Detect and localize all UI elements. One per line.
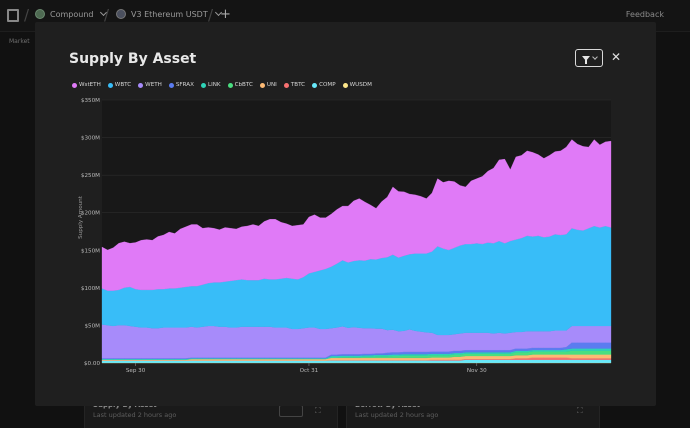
filter-button[interactable]	[575, 49, 603, 67]
legend-label: WUSDM	[349, 82, 372, 88]
legend-item-wusdm[interactable]: WUSDM	[342, 82, 372, 88]
market-selector[interactable]: V3 Ethereum USDT	[116, 8, 222, 19]
chart-modal: Supply By Asset ✕ WstETH WBTC WETH SFRAX LIN…	[35, 22, 656, 406]
legend-label: WstETH	[79, 82, 101, 88]
market-tab[interactable]: Market	[9, 38, 30, 45]
stacked-area-chart: $0.00 $50M $100M $150M $200M $250M $300M $350M S…	[78, 98, 612, 374]
legend-item-uni[interactable]: UNI	[259, 82, 277, 88]
legend-label: UNI	[266, 82, 277, 88]
modal-title: Supply By Asset	[69, 51, 197, 67]
breadcrumb-separator: /	[208, 6, 214, 24]
legend-label: WBTC	[114, 82, 132, 88]
breadcrumb-separator: /	[24, 6, 30, 24]
breadcrumb-separator: /	[104, 6, 110, 24]
legend-swatch-icon	[107, 82, 113, 88]
y-tick-label: $100M	[81, 286, 100, 292]
app-logo-icon[interactable]	[7, 9, 19, 22]
y-tick-label: $150M	[81, 248, 100, 254]
legend-item-weth[interactable]: WETH	[138, 82, 162, 88]
legend-label: LINK	[207, 82, 221, 88]
add-tab-icon[interactable]: +	[220, 7, 231, 22]
legend-label: TBTC	[290, 82, 306, 88]
card-filter-button[interactable]	[279, 405, 303, 417]
y-tick-label: $250M	[81, 173, 100, 179]
market-name: V3 Ethereum USDT	[131, 9, 208, 19]
chart-legend: WstETH WBTC WETH SFRAX LINK CbBTC UNI TBTC COMP W…	[72, 82, 372, 88]
compound-logo-icon	[35, 9, 45, 19]
legend-label: WETH	[145, 82, 162, 88]
legend-item-link[interactable]: LINK	[200, 82, 221, 88]
y-axis-label: Supply Amount	[78, 195, 84, 239]
market-logo-icon	[116, 9, 126, 19]
card-subtitle: Last updated 2 hours ago	[355, 411, 439, 419]
legend-item-wbtc[interactable]: WBTC	[107, 82, 132, 88]
y-tick-label: $200M	[81, 211, 100, 217]
protocol-name: Compound	[50, 9, 94, 19]
y-tick-label: $50M	[84, 323, 100, 329]
expand-icon[interactable]: ⛶	[315, 406, 321, 415]
legend-swatch-icon	[168, 82, 174, 88]
x-tick-label: Oct 31	[300, 368, 319, 374]
legend-swatch-icon	[312, 82, 318, 88]
legend-label: SFRAX	[175, 82, 194, 88]
y-tick-label: $300M	[81, 136, 100, 142]
close-button[interactable]: ✕	[610, 50, 622, 64]
card-subtitle: Last updated 2 hours ago	[93, 411, 177, 419]
legend-swatch-icon	[342, 82, 348, 88]
y-tick-label: $0.00	[84, 361, 100, 367]
legend-label: COMP	[319, 82, 336, 88]
legend-swatch-icon	[72, 82, 77, 88]
legend-swatch-icon	[259, 82, 265, 88]
expand-icon[interactable]: ⛶	[577, 406, 583, 415]
protocol-selector[interactable]: Compound	[35, 8, 108, 19]
feedback-link[interactable]: Feedback	[625, 10, 664, 19]
legend-item-comp[interactable]: COMP	[312, 82, 336, 88]
y-tick-label: $350M	[81, 98, 100, 104]
x-tick-label: Sep 30	[126, 368, 146, 374]
legend-swatch-icon	[200, 82, 206, 88]
legend-item-cbbtc[interactable]: CbBTC	[227, 82, 253, 88]
legend-item-sfrax[interactable]: SFRAX	[168, 82, 194, 88]
legend-label: CbBTC	[234, 82, 253, 88]
legend-item-wsteth[interactable]: WstETH	[72, 82, 101, 88]
legend-swatch-icon	[283, 82, 289, 88]
area-series-wsteth	[101, 139, 612, 291]
legend-swatch-icon	[138, 82, 144, 88]
legend-item-tbtc[interactable]: TBTC	[283, 82, 306, 88]
filter-icon	[581, 55, 590, 64]
legend-swatch-icon	[227, 82, 233, 88]
x-tick-label: Nov 30	[467, 368, 487, 374]
